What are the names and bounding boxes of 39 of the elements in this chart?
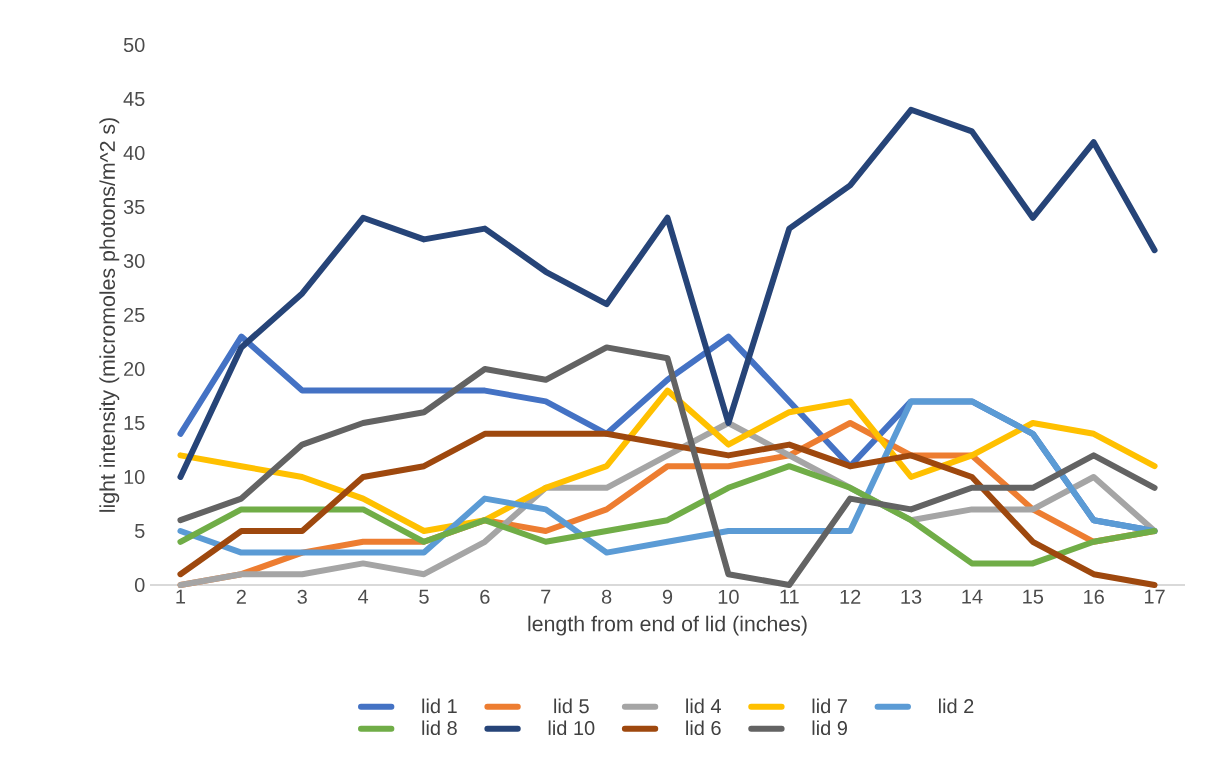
x-tick-label: 14 bbox=[962, 589, 983, 604]
x-tick-label: 4 bbox=[357, 589, 369, 604]
x-tick-label: 3 bbox=[297, 589, 307, 604]
y-tick-label: 10 bbox=[124, 469, 145, 485]
x-tick-label: 1 bbox=[176, 589, 186, 604]
x-tick-label: 10 bbox=[718, 589, 739, 604]
legend-label: lid 8 bbox=[422, 720, 457, 736]
x-tick-label: 7 bbox=[541, 589, 551, 604]
legend-label: lid 9 bbox=[812, 720, 847, 736]
y-tick-label: 50 bbox=[123, 37, 145, 53]
y-tick-label: 35 bbox=[123, 199, 145, 215]
x-tick-label: 8 bbox=[601, 589, 612, 604]
y-tick-label: 30 bbox=[123, 253, 145, 269]
y-tick-label: 45 bbox=[123, 92, 145, 106]
x-tick-label: 9 bbox=[662, 589, 673, 604]
y-tick-label: 20 bbox=[124, 361, 145, 377]
y-axis-title: light intensity (micromoles photons/m^2 s) bbox=[99, 118, 120, 512]
x-tick-label: 6 bbox=[480, 589, 490, 604]
legend-label: lid 1 bbox=[422, 698, 457, 714]
legend-label: lid 4 bbox=[686, 698, 721, 714]
x-tick-label: 15 bbox=[1023, 589, 1044, 604]
y-tick-label: 40 bbox=[123, 145, 145, 161]
x-axis-title: length from end of lid (inches) bbox=[528, 615, 807, 636]
y-tick-label: 5 bbox=[134, 524, 145, 538]
x-tick-label: 5 bbox=[419, 589, 429, 604]
y-tick-label: 0 bbox=[134, 577, 145, 593]
y-tick-label: 25 bbox=[124, 307, 145, 323]
x-tick-label: 13 bbox=[901, 589, 922, 604]
x-tick-label: 2 bbox=[236, 589, 246, 604]
x-tick-label: 12 bbox=[840, 589, 861, 604]
legend-label: lid 5 bbox=[554, 698, 589, 714]
legend-label: lid 7 bbox=[812, 698, 847, 714]
y-tick-label: 15 bbox=[124, 416, 145, 430]
x-tick-label: 17 bbox=[1144, 589, 1165, 604]
legend-label: lid 2 bbox=[938, 698, 974, 714]
x-tick-label: 16 bbox=[1084, 589, 1104, 604]
x-tick-label: 11 bbox=[780, 589, 799, 604]
legend-label: lid 6 bbox=[686, 720, 721, 736]
legend-label: lid 10 bbox=[548, 720, 595, 736]
